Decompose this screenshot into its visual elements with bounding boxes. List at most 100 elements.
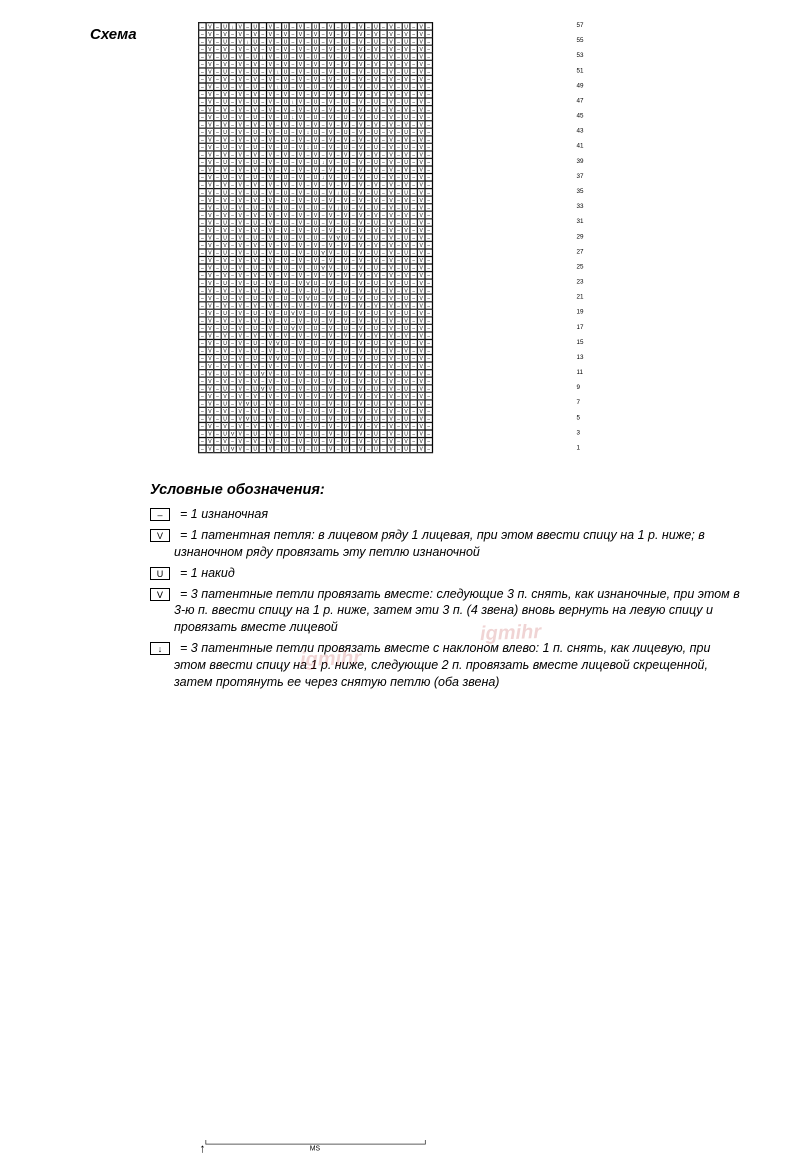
chart-cell: – xyxy=(199,143,207,151)
chart-cell: – xyxy=(334,256,342,264)
chart-cell: V xyxy=(236,355,244,363)
chart-cell: – xyxy=(380,249,388,257)
chart-cell: – xyxy=(214,181,222,189)
chart-cell: V xyxy=(251,151,259,159)
chart-cell: – xyxy=(199,332,207,340)
chart-cell: V xyxy=(372,106,380,114)
chart-cell: V xyxy=(312,347,320,355)
chart-cell: – xyxy=(304,226,312,234)
chart-cell: – xyxy=(410,377,418,385)
chart-cell: – xyxy=(244,272,252,280)
chart-cell: – xyxy=(304,370,312,378)
chart-cell: V xyxy=(297,121,305,129)
chart-cell: V xyxy=(327,362,335,370)
chart-cell: V xyxy=(327,309,335,317)
chart-cell: – xyxy=(380,98,388,106)
chart-cell: – xyxy=(229,362,237,370)
chart-cell: V xyxy=(267,75,275,83)
chart-cell: V xyxy=(312,121,320,129)
chart-cell: – xyxy=(199,166,207,174)
chart-cell: – xyxy=(259,241,267,249)
legend-title: Условные обозначения: xyxy=(150,482,740,498)
chart-cell: V xyxy=(297,91,305,99)
chart-cell: – xyxy=(199,128,207,136)
legend-symbol: – xyxy=(150,508,170,521)
chart-cell: U xyxy=(282,98,290,106)
chart-cell: V xyxy=(236,211,244,219)
chart-cell: – xyxy=(289,30,297,38)
chart-cell: – xyxy=(380,241,388,249)
chart-cell: ↓ xyxy=(289,98,297,106)
chart-cell: V xyxy=(297,287,305,295)
chart-cell: U xyxy=(251,370,259,378)
chart-cell: V xyxy=(297,370,305,378)
chart-cell: – xyxy=(319,241,327,249)
chart-cell: U xyxy=(402,370,410,378)
chart-cell: V xyxy=(312,332,320,340)
chart-cell: U xyxy=(221,355,229,363)
chart-cell: U xyxy=(221,98,229,106)
chart-cell: – xyxy=(259,347,267,355)
chart-cell: – xyxy=(365,430,373,438)
chart-cell: V xyxy=(267,158,275,166)
chart-cell: – xyxy=(410,294,418,302)
chart-cell: V xyxy=(402,121,410,129)
chart-cell: – xyxy=(274,422,282,430)
chart-cell: V xyxy=(206,91,214,99)
chart-cell: V xyxy=(206,241,214,249)
chart-cell: V xyxy=(267,121,275,129)
chart-cell: V xyxy=(327,332,335,340)
chart-cell: – xyxy=(350,249,358,257)
chart-cell: U xyxy=(221,430,229,438)
legend-item: Ⅴ= 3 патентные петли провязать вместе: с… xyxy=(150,586,740,637)
chart-cell: V xyxy=(357,174,365,182)
chart-cell: – xyxy=(274,219,282,227)
chart-cell: U xyxy=(251,309,259,317)
chart-cell: V xyxy=(206,279,214,287)
chart-cell: – xyxy=(425,438,433,446)
chart-cell: V xyxy=(327,256,335,264)
chart-cell: V xyxy=(327,241,335,249)
chart-cell: V xyxy=(357,219,365,227)
chart-cell: V xyxy=(417,113,425,121)
chart-cell: – xyxy=(334,143,342,151)
chart-cell: – xyxy=(425,38,433,46)
chart-cell: U xyxy=(342,234,350,242)
chart-cell: – xyxy=(274,287,282,295)
chart-cell: V xyxy=(342,91,350,99)
chart-cell: V xyxy=(236,143,244,151)
chart-cell: – xyxy=(229,370,237,378)
chart-cell: U xyxy=(342,385,350,393)
chart-cell: – xyxy=(244,68,252,76)
chart-cell: – xyxy=(319,279,327,287)
chart-cell: – xyxy=(244,430,252,438)
chart-cell: – xyxy=(410,151,418,159)
chart-cell: V xyxy=(297,196,305,204)
chart-cell: – xyxy=(199,68,207,76)
chart-cell: U xyxy=(221,219,229,227)
chart-cell: – xyxy=(214,53,222,61)
chart-cell: – xyxy=(410,347,418,355)
chart-cell: – xyxy=(425,83,433,91)
chart-cell: V xyxy=(236,430,244,438)
legend-symbol: U xyxy=(150,567,170,580)
chart-cell: V xyxy=(236,302,244,310)
chart-cell: – xyxy=(395,362,403,370)
chart-cell: U xyxy=(402,309,410,317)
chart-cell: – xyxy=(319,181,327,189)
chart-cell: – xyxy=(274,166,282,174)
chart-cell: – xyxy=(199,204,207,212)
chart-cell: V xyxy=(327,249,335,257)
chart-cell: U xyxy=(282,83,290,91)
chart-cell: V xyxy=(342,106,350,114)
chart-cell: V xyxy=(327,136,335,144)
chart-cell: – xyxy=(229,91,237,99)
chart-cell: – xyxy=(289,189,297,197)
chart-cell: – xyxy=(319,113,327,121)
chart-cell: – xyxy=(244,196,252,204)
chart-cell: V xyxy=(206,45,214,53)
chart-cell: – xyxy=(304,355,312,363)
chart-cell: – xyxy=(410,392,418,400)
chart-cell: V xyxy=(297,189,305,197)
chart-cell: – xyxy=(395,302,403,310)
